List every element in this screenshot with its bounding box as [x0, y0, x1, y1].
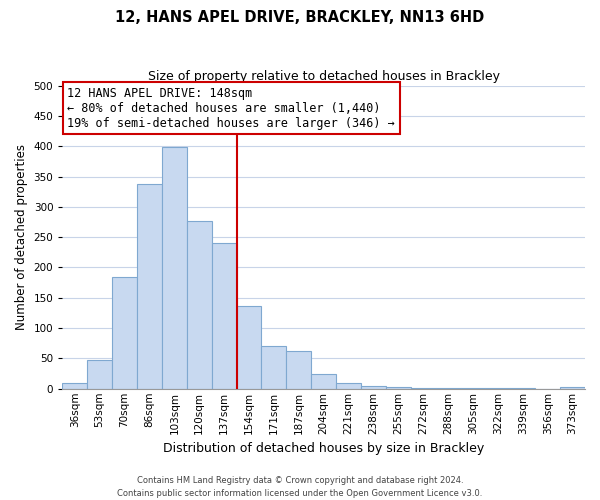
Bar: [87, 360, 112, 389]
Bar: [560, 387, 585, 389]
Bar: [411, 388, 436, 389]
Bar: [361, 386, 386, 389]
Bar: [212, 243, 236, 389]
Bar: [162, 148, 187, 389]
Bar: [311, 374, 336, 389]
Bar: [137, 184, 162, 389]
Bar: [62, 382, 87, 389]
Bar: [485, 388, 511, 389]
Bar: [262, 346, 286, 389]
Bar: [386, 387, 411, 389]
Bar: [461, 388, 485, 389]
Bar: [336, 382, 361, 389]
Bar: [436, 388, 461, 389]
Bar: [112, 276, 137, 389]
Bar: [511, 388, 535, 389]
Title: Size of property relative to detached houses in Brackley: Size of property relative to detached ho…: [148, 70, 500, 83]
Text: 12 HANS APEL DRIVE: 148sqm
← 80% of detached houses are smaller (1,440)
19% of s: 12 HANS APEL DRIVE: 148sqm ← 80% of deta…: [67, 87, 395, 130]
Bar: [236, 306, 262, 389]
Text: 12, HANS APEL DRIVE, BRACKLEY, NN13 6HD: 12, HANS APEL DRIVE, BRACKLEY, NN13 6HD: [115, 10, 485, 25]
Bar: [187, 221, 212, 389]
X-axis label: Distribution of detached houses by size in Brackley: Distribution of detached houses by size …: [163, 442, 484, 455]
Text: Contains HM Land Registry data © Crown copyright and database right 2024.
Contai: Contains HM Land Registry data © Crown c…: [118, 476, 482, 498]
Bar: [286, 351, 311, 389]
Y-axis label: Number of detached properties: Number of detached properties: [15, 144, 28, 330]
